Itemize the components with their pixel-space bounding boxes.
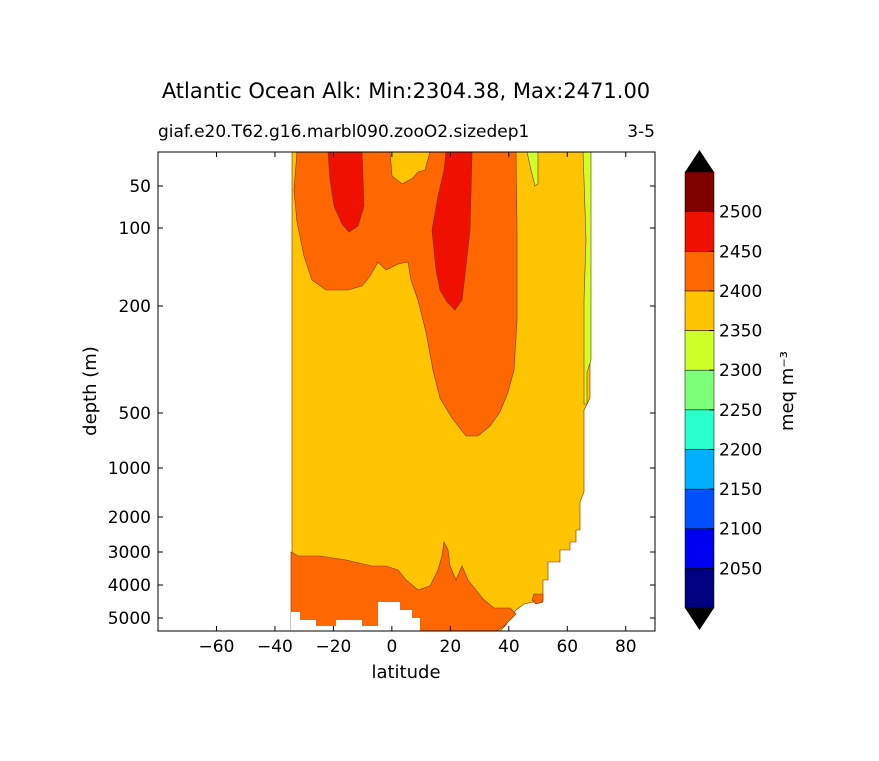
colorbar-tick-label: 2350 — [719, 322, 762, 342]
colorbar-tick-label: 2200 — [719, 440, 762, 460]
contour-region-2450 — [327, 152, 365, 233]
x-tick-label: −40 — [257, 637, 293, 657]
colorbar-segment — [684, 409, 715, 450]
contour-region-2400 — [531, 593, 544, 605]
contour-region-2300 — [526, 152, 539, 187]
chart-subtitle-right: 3-5 — [627, 122, 655, 142]
y-axis: 50 100 200 500 1000 2000 3000 4000 5000 — [108, 177, 655, 629]
y-axis-label: depth (m) — [80, 346, 101, 436]
colorbar-tick-label: 2050 — [719, 559, 762, 579]
chart-subtitle-left: giaf.e20.T62.g16.marbl090.zooO2.sizedep1 — [158, 122, 529, 142]
colorbar-segment — [684, 211, 715, 252]
x-tick-label: −20 — [315, 637, 351, 657]
x-axis: −60 −40 −20 0 20 40 60 80 — [199, 152, 637, 657]
contour-region-2300 — [582, 152, 592, 405]
y-tick-label: 1000 — [108, 459, 151, 479]
colorbar-tick-label: 2450 — [719, 242, 762, 262]
x-tick-label: 40 — [498, 637, 520, 657]
y-tick-label: 200 — [119, 297, 151, 317]
colorbar: 2050 2100 2150 2200 2250 2300 2350 2400 2450 2500 — [684, 150, 762, 630]
y-tick-label: 3000 — [108, 543, 151, 563]
y-tick-label: 5000 — [108, 609, 151, 629]
colorbar-tick-label: 2300 — [719, 361, 762, 381]
x-tick-label: 80 — [615, 637, 637, 657]
colorbar-segment — [684, 369, 715, 411]
y-tick-label: 2000 — [108, 508, 151, 528]
colorbar-segment — [684, 171, 715, 212]
y-tick-label: 100 — [119, 219, 151, 239]
x-tick-label: 20 — [440, 637, 462, 657]
colorbar-tick-label: 2400 — [719, 282, 762, 302]
colorbar-segment — [684, 449, 715, 490]
topography-mask — [291, 602, 420, 631]
plot-frame — [157, 151, 656, 632]
colorbar-extend-max — [685, 150, 714, 172]
contour-region-2400 — [290, 541, 517, 631]
colorbar-segment — [684, 330, 715, 371]
colorbar-tick-label: 2500 — [719, 203, 762, 223]
colorbar-label: meq m⁻³ — [777, 351, 798, 431]
y-tick-label: 500 — [119, 404, 151, 424]
colorbar-segment — [684, 488, 715, 529]
colorbar-segment — [684, 251, 715, 292]
colorbar-tick-label: 2100 — [719, 520, 762, 540]
contour-fill-group — [290, 152, 592, 631]
colorbar-tick-label: 2250 — [719, 401, 762, 421]
x-tick-label: 60 — [556, 637, 578, 657]
x-tick-label: 0 — [386, 637, 397, 657]
colorbar-tick-label: 2150 — [719, 480, 762, 500]
colorbar-segment — [684, 290, 715, 331]
chart-title: Atlantic Ocean Alk: Min:2304.38, Max:247… — [162, 79, 650, 103]
x-axis-label: latitude — [371, 662, 440, 683]
y-tick-label: 4000 — [108, 576, 151, 596]
colorbar-segment — [684, 528, 715, 569]
colorbar-extend-min — [685, 608, 714, 630]
contour-region-2450 — [431, 152, 473, 311]
x-tick-label: −60 — [199, 637, 235, 657]
colorbar-segment — [684, 568, 715, 609]
y-tick-label: 50 — [129, 177, 151, 197]
